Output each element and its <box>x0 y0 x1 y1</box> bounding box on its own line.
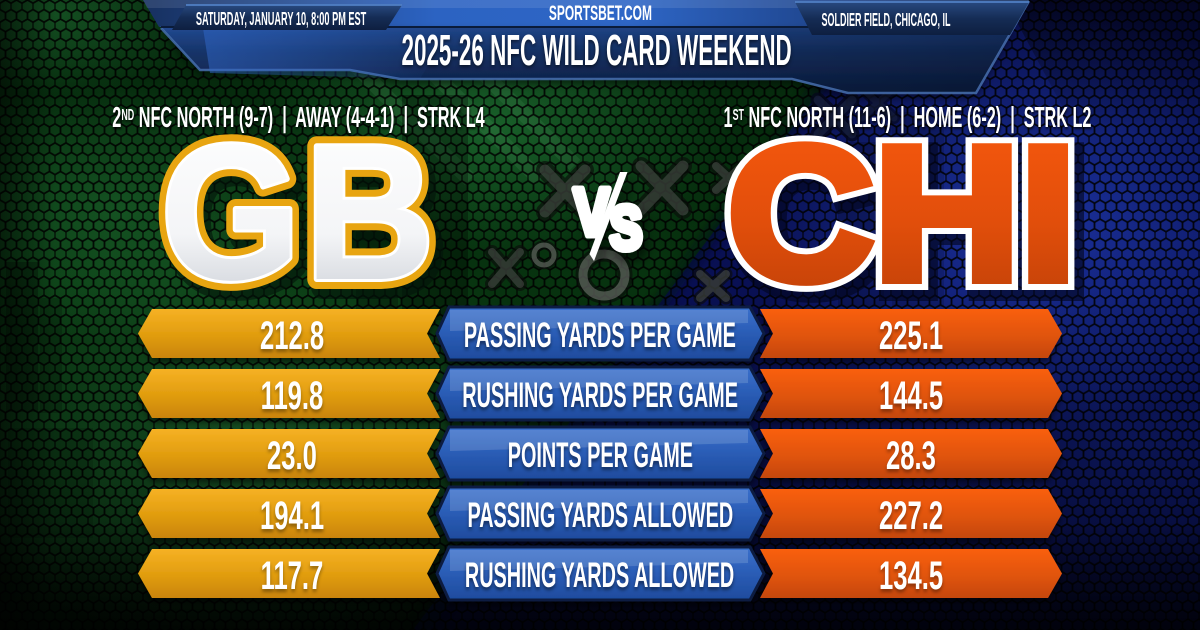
svg-text:CHI: CHI <box>728 107 1076 320</box>
svg-text:V: V <box>574 174 610 249</box>
svg-text:GB: GB <box>166 112 444 328</box>
svg-text:GB: GB <box>161 104 439 320</box>
svg-text:CHI: CHI <box>734 115 1082 328</box>
svg-text:CHI: CHI <box>728 107 1076 320</box>
svg-text:GB: GB <box>161 104 439 320</box>
